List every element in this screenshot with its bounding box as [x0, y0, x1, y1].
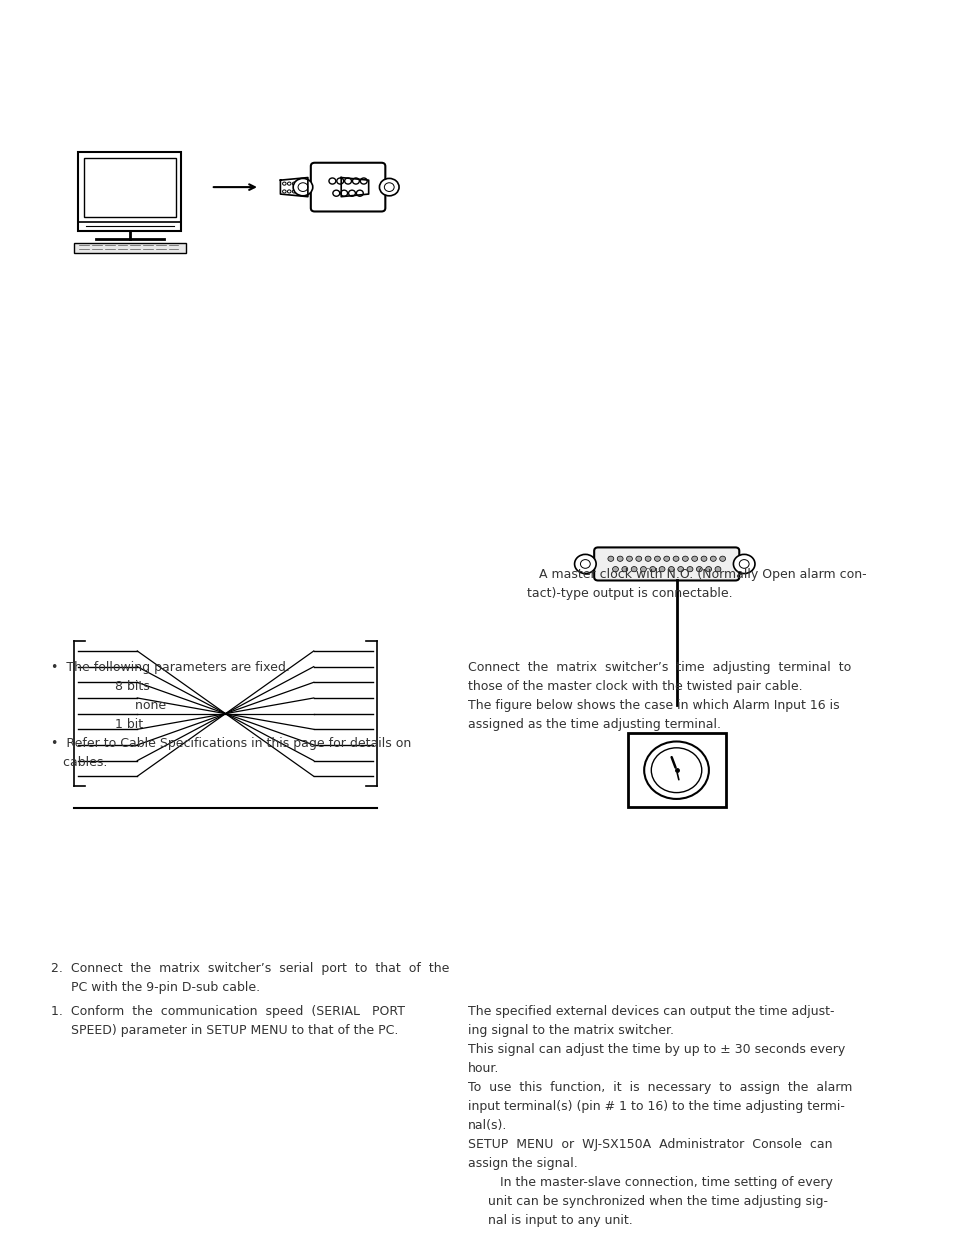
Circle shape: [659, 567, 664, 572]
Circle shape: [639, 567, 646, 572]
Circle shape: [607, 556, 613, 562]
Bar: [84, 158, 175, 216]
Circle shape: [636, 556, 641, 562]
FancyBboxPatch shape: [594, 547, 739, 580]
Text: 1.  Conform  the  communication  speed  (SERIAL   PORT
     SPEED) parameter in : 1. Conform the communication speed (SERI…: [51, 1005, 405, 1037]
Circle shape: [681, 556, 687, 562]
Circle shape: [677, 567, 683, 572]
Bar: [308, 182, 325, 193]
Circle shape: [631, 567, 637, 572]
Circle shape: [574, 555, 596, 573]
Circle shape: [617, 556, 622, 562]
Circle shape: [612, 567, 618, 572]
Circle shape: [691, 556, 697, 562]
Circle shape: [719, 556, 725, 562]
Bar: [78, 152, 181, 231]
Circle shape: [668, 567, 674, 572]
Circle shape: [379, 178, 398, 196]
Circle shape: [293, 178, 313, 196]
FancyBboxPatch shape: [311, 163, 385, 211]
Circle shape: [714, 567, 720, 572]
Text: •  The following parameters are fixed.
                8 bits
                  : • The following parameters are fixed. 8 …: [51, 661, 412, 769]
Circle shape: [686, 567, 692, 572]
Text: 2.  Connect  the  matrix  switcher’s  serial  port  to  that  of  the
     PC wi: 2. Connect the matrix switcher’s serial …: [51, 962, 450, 994]
Circle shape: [643, 741, 708, 799]
Text: Connect  the  matrix  switcher’s  time  adjusting  terminal  to
those of the mas: Connect the matrix switcher’s time adjus…: [467, 661, 850, 731]
Circle shape: [673, 556, 679, 562]
Circle shape: [663, 556, 669, 562]
Circle shape: [644, 556, 650, 562]
Text: The specified external devices can output the time adjust-
ing signal to the mat: The specified external devices can outpu…: [467, 1005, 851, 1226]
Circle shape: [621, 567, 627, 572]
Circle shape: [654, 556, 659, 562]
Bar: [627, 734, 725, 808]
Circle shape: [733, 555, 754, 573]
Circle shape: [651, 748, 701, 793]
Bar: [73, 243, 186, 253]
Circle shape: [649, 567, 655, 572]
Circle shape: [705, 567, 711, 572]
Circle shape: [626, 556, 632, 562]
Text: A master clock with N.O. (Normally Open alarm con-
  tact)-type output is connec: A master clock with N.O. (Normally Open …: [518, 568, 866, 599]
Circle shape: [710, 556, 716, 562]
Circle shape: [700, 556, 706, 562]
Circle shape: [696, 567, 701, 572]
